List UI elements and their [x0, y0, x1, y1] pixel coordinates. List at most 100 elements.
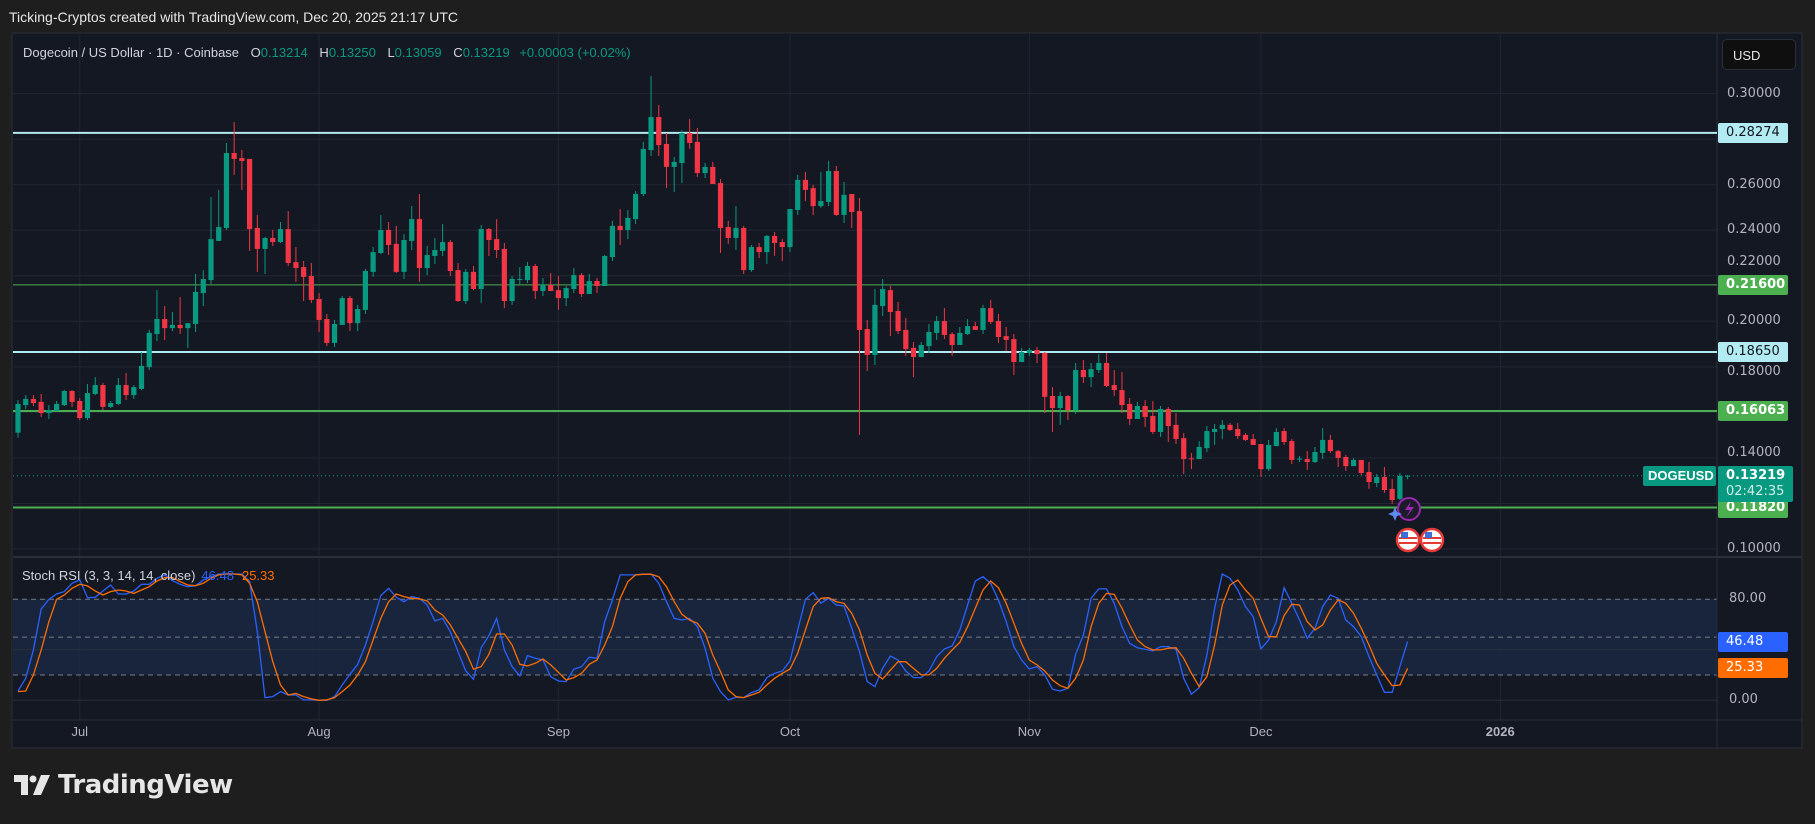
- candle-body: [1080, 370, 1086, 378]
- currency-button[interactable]: USD: [1722, 39, 1796, 70]
- candle-body: [856, 211, 863, 330]
- candle-body: [401, 240, 407, 272]
- candle: [771, 232, 778, 256]
- tradingview-logo-icon: [14, 775, 50, 795]
- candle-body: [424, 255, 430, 269]
- candle: [316, 293, 322, 333]
- candle-body: [802, 179, 809, 190]
- candle: [92, 377, 98, 396]
- candle-body: [1312, 451, 1318, 463]
- candle-body: [1011, 339, 1017, 363]
- candle: [949, 332, 955, 356]
- stoch-rsi-legend[interactable]: Stoch RSI (3, 3, 14, 14, close) 46.48 25.3…: [22, 568, 275, 583]
- candle: [625, 209, 631, 240]
- low-label: L: [387, 45, 395, 60]
- symbol-legend[interactable]: Dogecoin / US Dollar · 1D · Coinbase O0.…: [23, 45, 631, 60]
- candle-body: [162, 319, 168, 329]
- candle-body: [501, 248, 507, 302]
- candle: [810, 184, 816, 215]
- time-label: Nov: [1017, 724, 1041, 739]
- candle-body: [540, 284, 546, 292]
- chart-caption: Ticking-Cryptos created with TradingView…: [9, 9, 458, 25]
- candle: [509, 275, 515, 305]
- candle: [154, 290, 160, 342]
- candle-body: [1296, 458, 1303, 460]
- candle-body: [370, 252, 376, 272]
- candle: [1335, 449, 1341, 468]
- candle: [192, 273, 199, 333]
- candle-body: [1173, 424, 1179, 440]
- candle-body: [362, 270, 368, 310]
- candle: [378, 214, 384, 254]
- candle-body: [154, 319, 160, 335]
- sparkle-icon: [1388, 507, 1402, 521]
- candle-body: [494, 239, 500, 251]
- candle-body: [787, 209, 793, 248]
- candle: [370, 247, 376, 277]
- candle-body: [656, 117, 662, 146]
- candle: [177, 296, 183, 335]
- candle-body: [1374, 477, 1380, 483]
- candle-body: [478, 229, 484, 289]
- candle: [1304, 451, 1310, 470]
- candle-body: [247, 158, 253, 230]
- candle-body: [826, 171, 832, 202]
- candle: [115, 377, 121, 406]
- us-flag-icon[interactable]: [1419, 527, 1445, 553]
- candle: [1258, 444, 1264, 478]
- candle: [578, 273, 585, 297]
- candle-body: [1397, 475, 1403, 499]
- candle-body: [640, 148, 646, 195]
- candle: [69, 390, 75, 407]
- candle: [1188, 452, 1195, 470]
- candle: [895, 301, 901, 335]
- candle: [1103, 352, 1110, 388]
- candle-body: [524, 265, 531, 281]
- us-flag-icon[interactable]: [1395, 527, 1421, 553]
- candle: [1289, 439, 1295, 465]
- candle-body: [316, 298, 322, 320]
- candle: [123, 372, 129, 401]
- candle: [1266, 439, 1272, 471]
- candle-body: [795, 179, 801, 210]
- candle: [725, 220, 731, 244]
- candle-body: [270, 237, 276, 243]
- candle-body: [725, 227, 731, 238]
- candle: [1096, 354, 1102, 373]
- event-markers[interactable]: [1388, 497, 1445, 553]
- candle: [1312, 446, 1318, 463]
- candle: [995, 314, 1002, 343]
- candle: [694, 127, 700, 177]
- candle-body: [378, 229, 384, 253]
- candle: [501, 242, 507, 309]
- candle: [648, 76, 654, 156]
- stoch-rsi-k-line: [17, 573, 1409, 701]
- time-label: Aug: [307, 724, 331, 739]
- candle: [61, 390, 67, 407]
- candle-body: [84, 393, 91, 419]
- candle: [1173, 413, 1179, 445]
- candle: [478, 224, 484, 304]
- candle: [200, 270, 206, 307]
- level-price-label: 0.18650: [1718, 342, 1788, 363]
- candle-body: [169, 324, 175, 329]
- tradingview-logo[interactable]: TradingView: [14, 770, 233, 800]
- candle-body: [100, 385, 106, 407]
- candle-body: [910, 347, 917, 358]
- candle: [1165, 406, 1171, 442]
- candle: [301, 260, 307, 302]
- candle: [957, 326, 963, 345]
- candle: [208, 196, 214, 284]
- candle-body: [200, 278, 206, 294]
- candle-body: [594, 280, 600, 287]
- candle-body: [671, 161, 677, 167]
- candle: [571, 268, 577, 294]
- candle-body: [1358, 459, 1364, 473]
- candle-body: [339, 298, 345, 325]
- candle-body: [571, 275, 577, 289]
- candle-body: [1073, 370, 1079, 411]
- candle-body: [903, 329, 909, 350]
- lightning-glyph: [1405, 501, 1414, 518]
- candle: [787, 209, 793, 253]
